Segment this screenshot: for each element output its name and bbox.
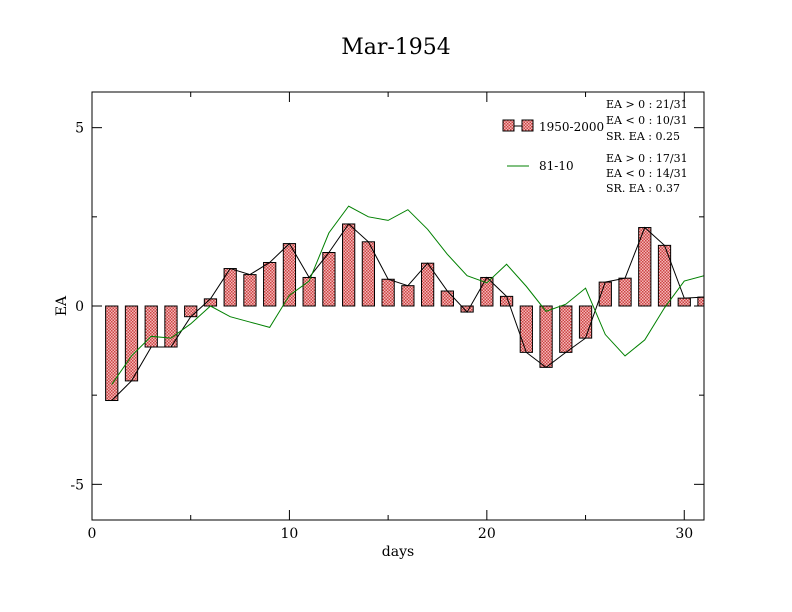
x-tick-label: 20 [478, 526, 496, 542]
axis-ticks: 0 10 20 30 -5 0 5 [70, 92, 704, 542]
stat-81-10-negative: EA < 0 : 14/31 [606, 167, 688, 180]
bar [440, 290, 454, 307]
bar [184, 305, 198, 318]
y-tick-label: 5 [75, 121, 84, 137]
stat-81-10-positive: EA > 0 : 17/31 [606, 152, 688, 165]
bar [519, 305, 533, 353]
series-lines [111, 205, 704, 401]
legend-label-1950-2000: 1950-2000 [539, 120, 604, 134]
bar [282, 243, 297, 307]
legend: 1950-2000 81-10 [502, 119, 604, 173]
legend-swatch-left [502, 119, 515, 132]
bar [302, 276, 316, 307]
bar [618, 277, 632, 307]
x-tick-label: 10 [281, 526, 299, 542]
y-tick-label: 0 [75, 299, 84, 315]
bar [697, 296, 704, 307]
bar [539, 305, 553, 368]
bar [401, 285, 415, 307]
stat-1950-2000-negative: EA < 0 : 10/31 [606, 114, 688, 127]
x-tick-label: 0 [88, 526, 97, 542]
bar [105, 305, 119, 402]
y-tick-label: -5 [70, 477, 84, 493]
stat-81-10-sr: SR. EA : 0.37 [606, 182, 680, 195]
bars-1950-2000 [105, 223, 704, 402]
legend-label-81-10: 81-10 [539, 159, 574, 173]
bar [263, 261, 277, 307]
bar [657, 244, 672, 307]
line-81-10 [111, 205, 704, 385]
plot-frame [91, 91, 705, 521]
y-axis-label: EA [54, 295, 70, 316]
line-1950-2000 [111, 223, 704, 401]
bar [677, 297, 691, 307]
stats-1950-2000: EA > 0 : 21/31 EA < 0 : 10/31 SR. EA : 0… [606, 98, 688, 143]
legend-swatch-right [521, 119, 534, 132]
bar [578, 305, 593, 339]
stat-1950-2000-positive: EA > 0 : 21/31 [606, 98, 688, 111]
stats-81-10: EA > 0 : 17/31 EA < 0 : 14/31 SR. EA : 0… [606, 152, 688, 195]
x-tick-label: 30 [675, 526, 693, 542]
stat-1950-2000-sr: SR. EA : 0.25 [606, 130, 680, 143]
bar [124, 305, 139, 382]
bar [223, 268, 237, 307]
chart-title: Mar-1954 [341, 35, 451, 60]
bar [381, 278, 395, 307]
bar [322, 252, 336, 307]
bar [559, 305, 573, 353]
bar [243, 274, 257, 307]
bar [361, 241, 376, 307]
bar [342, 223, 356, 307]
x-axis-label: days [382, 544, 414, 560]
